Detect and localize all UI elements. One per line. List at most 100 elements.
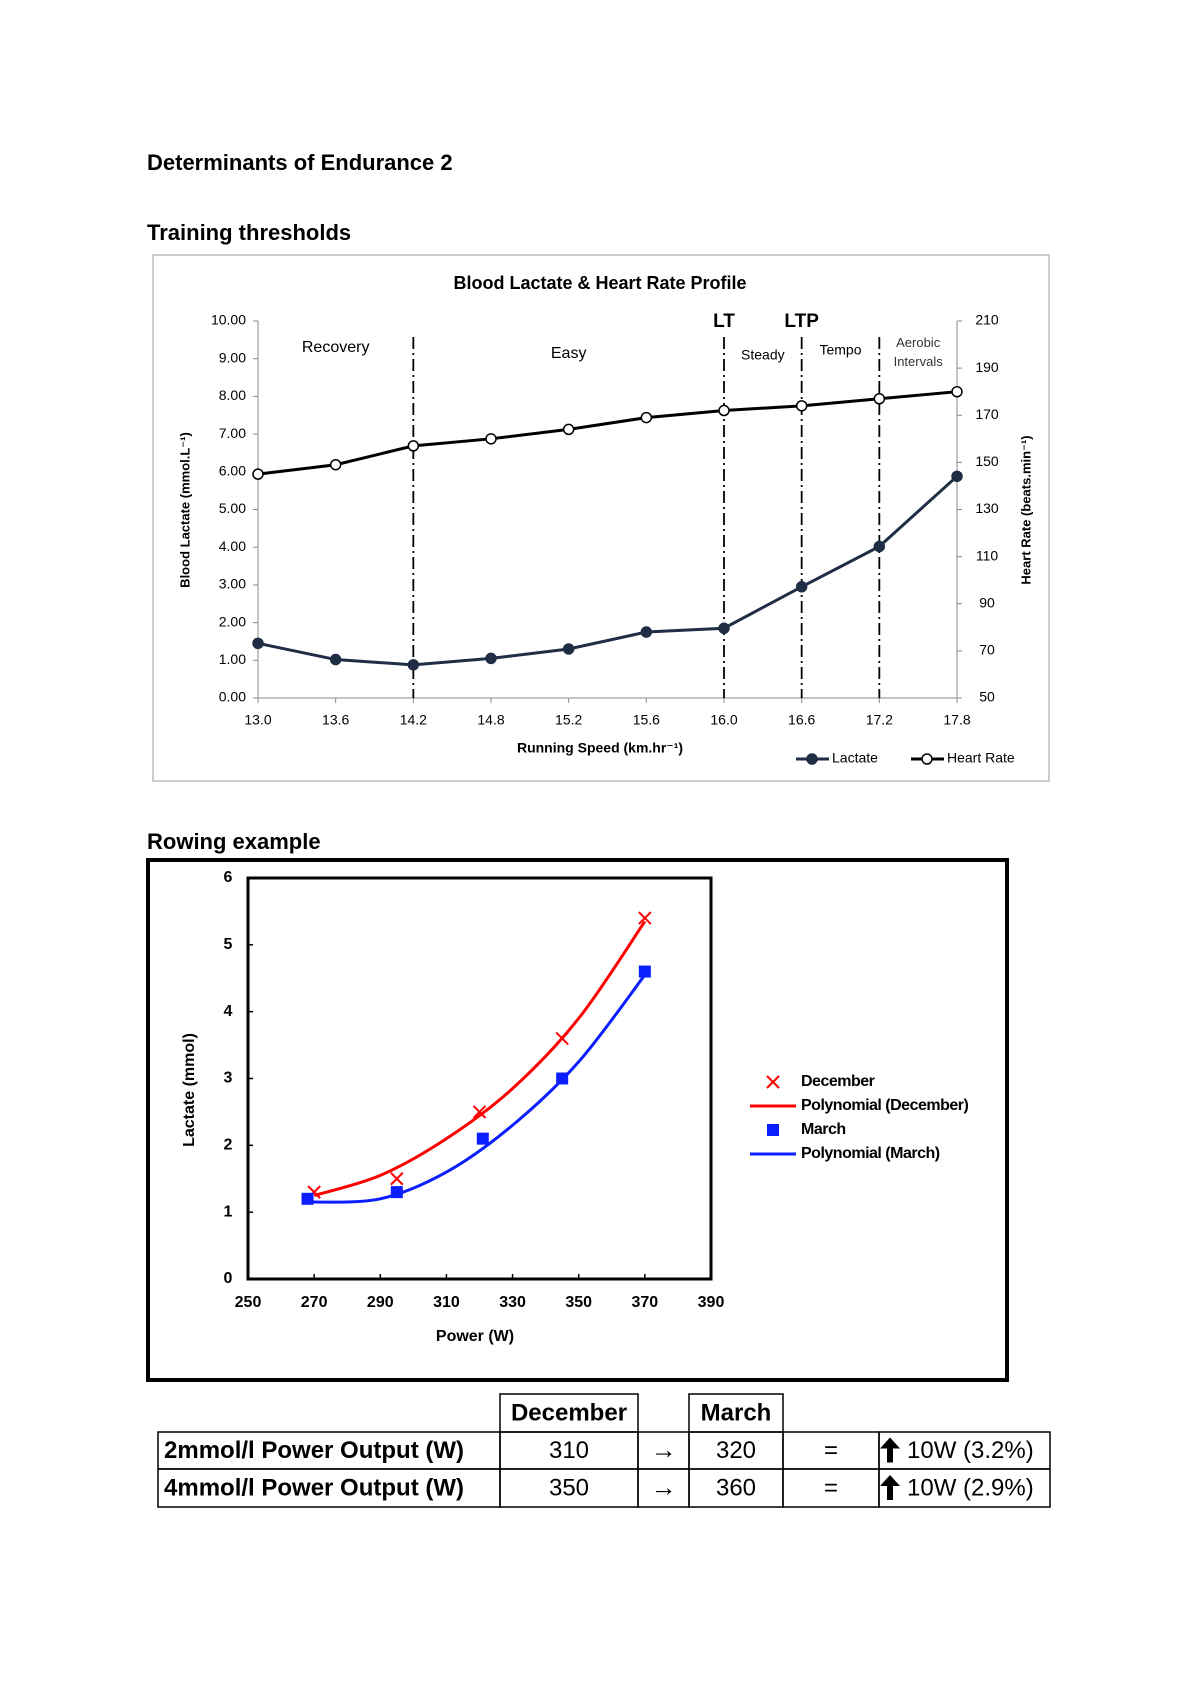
x-marker [638, 911, 652, 925]
y2-tick-label: 90 [979, 594, 995, 610]
square-marker [767, 1124, 779, 1136]
legend-label: Heart Rate [947, 750, 1015, 766]
legend-label: Lactate [832, 750, 878, 766]
section-heading: Training thresholds [147, 220, 351, 245]
x-tick-label: 330 [499, 1294, 526, 1311]
table-value: 360 [716, 1474, 756, 1501]
x-marker-stroke [390, 1172, 404, 1186]
x-axis-label: Power (W) [436, 1328, 514, 1345]
square-marker [638, 965, 651, 978]
y2-tick-label: 150 [975, 453, 999, 469]
table-value: = [824, 1474, 838, 1501]
x-tick-label: 15.6 [633, 712, 660, 728]
y-tick-label: 1.00 [219, 651, 246, 667]
x-tick-label: 16.0 [710, 712, 737, 728]
x-tick-label: 16.6 [788, 712, 815, 728]
x-tick-label: 390 [698, 1294, 725, 1311]
x-tick-label: 370 [632, 1294, 659, 1311]
table-value: 320 [716, 1437, 756, 1464]
y-tick-label: 6 [224, 869, 233, 886]
y-tick-label: 0 [224, 1270, 233, 1287]
y-tick-label: 4 [224, 1003, 233, 1020]
y-tick-label: 8.00 [219, 387, 246, 403]
x-tick-label: 15.2 [555, 712, 582, 728]
y2-tick-label: 50 [979, 689, 995, 705]
series-line [257, 475, 959, 667]
legend-label: Polynomial (December) [801, 1097, 969, 1114]
data-point [485, 433, 497, 445]
table-header: December [511, 1399, 627, 1426]
x-tick-label: 250 [235, 1294, 262, 1311]
data-point [951, 470, 963, 483]
y-tick-label: 2.00 [219, 613, 246, 629]
x-tick-label: 310 [433, 1294, 460, 1311]
y-tick-label: 3.00 [219, 576, 246, 592]
table-value: → [651, 1434, 677, 1464]
data-point [873, 540, 886, 553]
y-axis-label: Lactate (mmol) [181, 1033, 198, 1147]
y2-tick-label: 130 [975, 500, 999, 516]
y2-tick-label: 70 [979, 642, 995, 658]
x-tick-label: 13.0 [244, 712, 271, 728]
x-tick-label: 290 [367, 1294, 394, 1311]
x-tick-label: 270 [301, 1294, 328, 1311]
chart-frame [152, 254, 1050, 782]
x-tick-label: 350 [565, 1294, 592, 1311]
zone-label: Tempo [819, 342, 861, 358]
row-label: 2mmol/l Power Output (W) [164, 1437, 464, 1464]
data-point [873, 393, 886, 405]
zone-label: Steady [741, 347, 785, 363]
legend-marker [806, 753, 818, 765]
data-point [640, 411, 653, 424]
x-tick-label: 13.6 [322, 712, 349, 728]
threshold-label: LTP [784, 311, 819, 332]
y2-tick-label: 190 [975, 359, 999, 375]
y2-tick-label: 170 [975, 406, 999, 422]
x-marker [390, 1172, 404, 1186]
zone-label-text: Aerobic Intervals [893, 335, 943, 369]
data-point [951, 385, 963, 398]
y-tick-label: 1 [224, 1203, 233, 1220]
x-marker-stroke [472, 1105, 487, 1119]
data-point [407, 659, 420, 671]
data-point [252, 468, 264, 480]
y-tick-label: 3 [224, 1070, 233, 1087]
y-tick-label: 5.00 [219, 500, 246, 516]
change-value: 10W (3.2%) [907, 1437, 1034, 1464]
legend-label: Polynomial (March) [801, 1145, 940, 1162]
data-point [329, 458, 342, 471]
section-heading: Rowing example [147, 829, 321, 854]
page-title: Determinants of Endurance 2 [147, 150, 453, 175]
x-tick-label: 14.8 [477, 712, 504, 728]
legend-label: March [801, 1121, 846, 1138]
zone-label: Aerobic Intervals [893, 335, 943, 369]
table-value: = [824, 1437, 838, 1464]
x-marker-stroke [766, 1075, 780, 1089]
zone-label: Recovery [302, 339, 370, 356]
y-tick-label: 0.00 [219, 689, 246, 705]
x-tick-label: 14.2 [400, 712, 427, 728]
up-arrow-icon [880, 1475, 900, 1500]
row-label: 4mmol/l Power Output (W) [164, 1474, 464, 1501]
zone-label: Easy [551, 345, 587, 362]
y-tick-label: 6.00 [219, 463, 246, 479]
y-tick-label: 2 [224, 1137, 233, 1154]
table-value: 350 [549, 1474, 589, 1501]
change-value: 10W (2.9%) [907, 1474, 1034, 1501]
table-cell [878, 1468, 1051, 1508]
x-marker-stroke [638, 911, 652, 925]
table-value: 310 [549, 1437, 589, 1464]
chart-frame [146, 858, 1009, 1382]
y-tick-label: 10.00 [211, 312, 246, 328]
plot-frame [246, 876, 713, 1281]
data-point [795, 400, 808, 412]
chart-title: Blood Lactate & Heart Rate Profile [453, 273, 746, 293]
data-point [407, 440, 420, 452]
y-tick-label: 9.00 [219, 349, 246, 365]
x-tick-label: 17.8 [943, 712, 970, 728]
y-tick-label: 4.00 [219, 538, 246, 554]
data-point [562, 423, 575, 436]
y2-tick-label: 110 [976, 547, 999, 563]
